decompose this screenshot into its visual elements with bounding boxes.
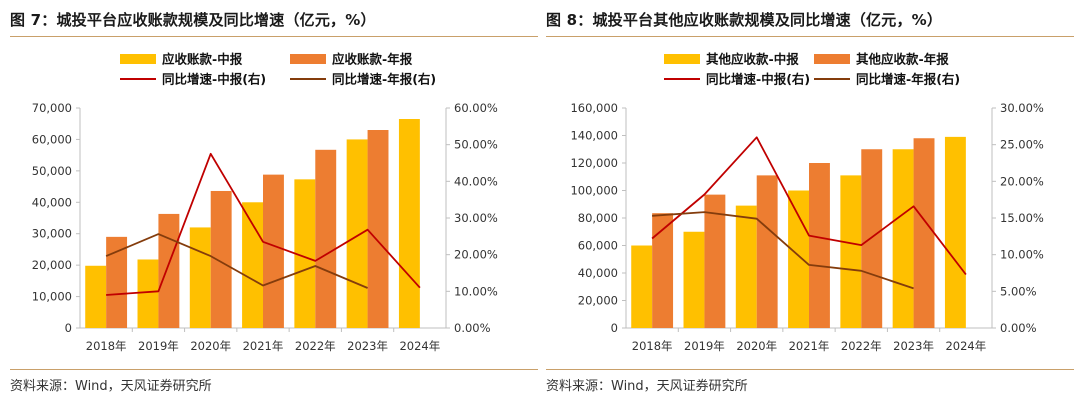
x-axis-tick-label: 2024年 bbox=[945, 339, 986, 353]
left-axis-tick-label: 0 bbox=[611, 321, 618, 335]
right-axis-tick-label: 20.00% bbox=[1000, 174, 1044, 188]
left-axis-tick-label: 120,000 bbox=[570, 156, 618, 170]
legend-swatch-bar bbox=[814, 54, 850, 64]
right-axis-tick-label: 0.00% bbox=[454, 321, 491, 335]
figure-8-panel: 图 8：城投平台其他应收账款规模及同比增速（亿元，%） 其他应收款-中报 其他应收… bbox=[546, 0, 1074, 413]
bar-annual bbox=[158, 213, 180, 328]
bar-annual bbox=[913, 138, 935, 328]
figure-title: 图 7：城投平台应收账款规模及同比增速（亿元，%） bbox=[10, 11, 376, 29]
bar-midyear bbox=[788, 190, 809, 328]
x-axis-tick-label: 2020年 bbox=[736, 339, 777, 353]
line-annual-growth bbox=[105, 233, 368, 289]
right-axis-tick-label: 25.00% bbox=[1000, 138, 1044, 152]
bar-annual bbox=[652, 213, 674, 328]
bar-midyear bbox=[242, 202, 263, 328]
right-axis-tick-label: 5.00% bbox=[1000, 284, 1037, 298]
left-axis-tick-label: 60,000 bbox=[578, 239, 618, 253]
bar-annual bbox=[809, 163, 830, 328]
x-axis-tick-label: 2021年 bbox=[789, 339, 830, 353]
source-note: 资料来源：Wind，天风证券研究所 bbox=[10, 379, 212, 394]
right-axis-tick-label: 15.00% bbox=[1000, 211, 1044, 225]
x-axis-tick-label: 2018年 bbox=[86, 339, 127, 353]
bar-midyear bbox=[85, 265, 107, 328]
legend-label: 同比增速-年报(右) bbox=[332, 72, 436, 87]
bar-annual bbox=[106, 236, 128, 328]
x-axis-tick-label: 2019年 bbox=[684, 339, 725, 353]
right-axis-tick-label: 10.00% bbox=[1000, 248, 1044, 262]
bar-midyear bbox=[137, 259, 159, 328]
x-axis-tick-label: 2023年 bbox=[893, 339, 934, 353]
line-midyear-growth bbox=[106, 152, 421, 296]
legend-label: 同比增速-年报(右) bbox=[856, 72, 960, 87]
bar-annual bbox=[263, 174, 284, 328]
bar-midyear bbox=[631, 245, 653, 328]
left-axis-tick-label: 20,000 bbox=[578, 294, 618, 308]
x-axis-tick-label: 2022年 bbox=[295, 339, 336, 353]
bar-midyear bbox=[346, 139, 368, 328]
x-axis-tick-label: 2020年 bbox=[190, 339, 231, 353]
legend-label: 其他应收款-年报 bbox=[856, 52, 949, 67]
left-axis-tick-label: 30,000 bbox=[32, 227, 72, 241]
figure-7-panel: 图 7：城投平台应收账款规模及同比增速（亿元，%） 应收账款-中报 应收账款-年报… bbox=[10, 0, 538, 413]
x-axis-tick-label: 2019年 bbox=[138, 339, 179, 353]
left-axis-tick-label: 20,000 bbox=[32, 258, 72, 272]
right-axis-tick-label: 60.00% bbox=[454, 101, 498, 115]
bar-midyear bbox=[294, 179, 316, 328]
bar-annual bbox=[210, 190, 232, 328]
bar-midyear bbox=[892, 149, 914, 328]
bar-annual bbox=[704, 194, 726, 328]
left-axis-tick-label: 40,000 bbox=[32, 195, 72, 209]
bar-annual bbox=[367, 130, 389, 328]
left-axis-tick-label: 0 bbox=[65, 321, 72, 335]
left-axis-tick-label: 40,000 bbox=[578, 266, 618, 280]
bar-annual bbox=[315, 149, 337, 328]
bar-midyear bbox=[735, 205, 757, 328]
left-axis-tick-label: 100,000 bbox=[570, 184, 618, 198]
bar-midyear bbox=[944, 136, 966, 328]
left-axis-tick-label: 50,000 bbox=[32, 164, 72, 178]
right-axis-tick-label: 0.00% bbox=[1000, 321, 1037, 335]
x-axis-tick-label: 2018年 bbox=[632, 339, 673, 353]
line-annual-growth bbox=[652, 211, 914, 290]
legend-label: 同比增速-中报(右) bbox=[162, 72, 266, 87]
source-rule bbox=[10, 369, 538, 370]
legend-swatch-bar bbox=[664, 54, 700, 64]
legend-swatch-bar bbox=[290, 54, 326, 64]
left-axis-tick-label: 60,000 bbox=[32, 132, 72, 146]
left-axis-tick-label: 70,000 bbox=[32, 101, 72, 115]
right-axis-tick-label: 40.00% bbox=[454, 174, 498, 188]
legend-label: 同比增速-中报(右) bbox=[706, 72, 810, 87]
source-note: 资料来源：Wind，天风证券研究所 bbox=[546, 379, 748, 394]
right-axis-tick-label: 30.00% bbox=[454, 211, 498, 225]
bar-annual bbox=[756, 175, 778, 328]
right-axis-tick-label: 10.00% bbox=[454, 284, 498, 298]
bar-midyear bbox=[683, 231, 705, 328]
legend-label: 其他应收款-中报 bbox=[706, 52, 799, 67]
legend-label: 应收账款-中报 bbox=[162, 52, 243, 67]
title-rule bbox=[10, 36, 538, 37]
x-axis-tick-label: 2022年 bbox=[841, 339, 882, 353]
right-axis-tick-label: 20.00% bbox=[454, 248, 498, 262]
right-axis-tick-label: 50.00% bbox=[454, 138, 498, 152]
legend-swatch-bar bbox=[120, 54, 156, 64]
bar-midyear bbox=[840, 175, 862, 328]
bar-annual bbox=[861, 149, 883, 328]
source-rule bbox=[546, 369, 1074, 370]
left-axis-tick-label: 80,000 bbox=[578, 211, 618, 225]
bar-midyear bbox=[398, 119, 420, 328]
bar-midyear bbox=[189, 227, 211, 328]
figure-title: 图 8：城投平台其他应收账款规模及同比增速（亿元，%） bbox=[546, 11, 943, 29]
left-axis-tick-label: 140,000 bbox=[570, 129, 618, 143]
line-midyear-growth bbox=[651, 136, 967, 276]
x-axis-tick-label: 2023年 bbox=[347, 339, 388, 353]
title-rule bbox=[546, 36, 1074, 37]
x-axis-tick-label: 2024年 bbox=[399, 339, 440, 353]
x-axis-tick-label: 2021年 bbox=[243, 339, 284, 353]
right-axis-tick-label: 30.00% bbox=[1000, 101, 1044, 115]
legend-label: 应收账款-年报 bbox=[332, 52, 413, 67]
left-axis-tick-label: 160,000 bbox=[570, 101, 618, 115]
left-axis-tick-label: 10,000 bbox=[32, 290, 72, 304]
